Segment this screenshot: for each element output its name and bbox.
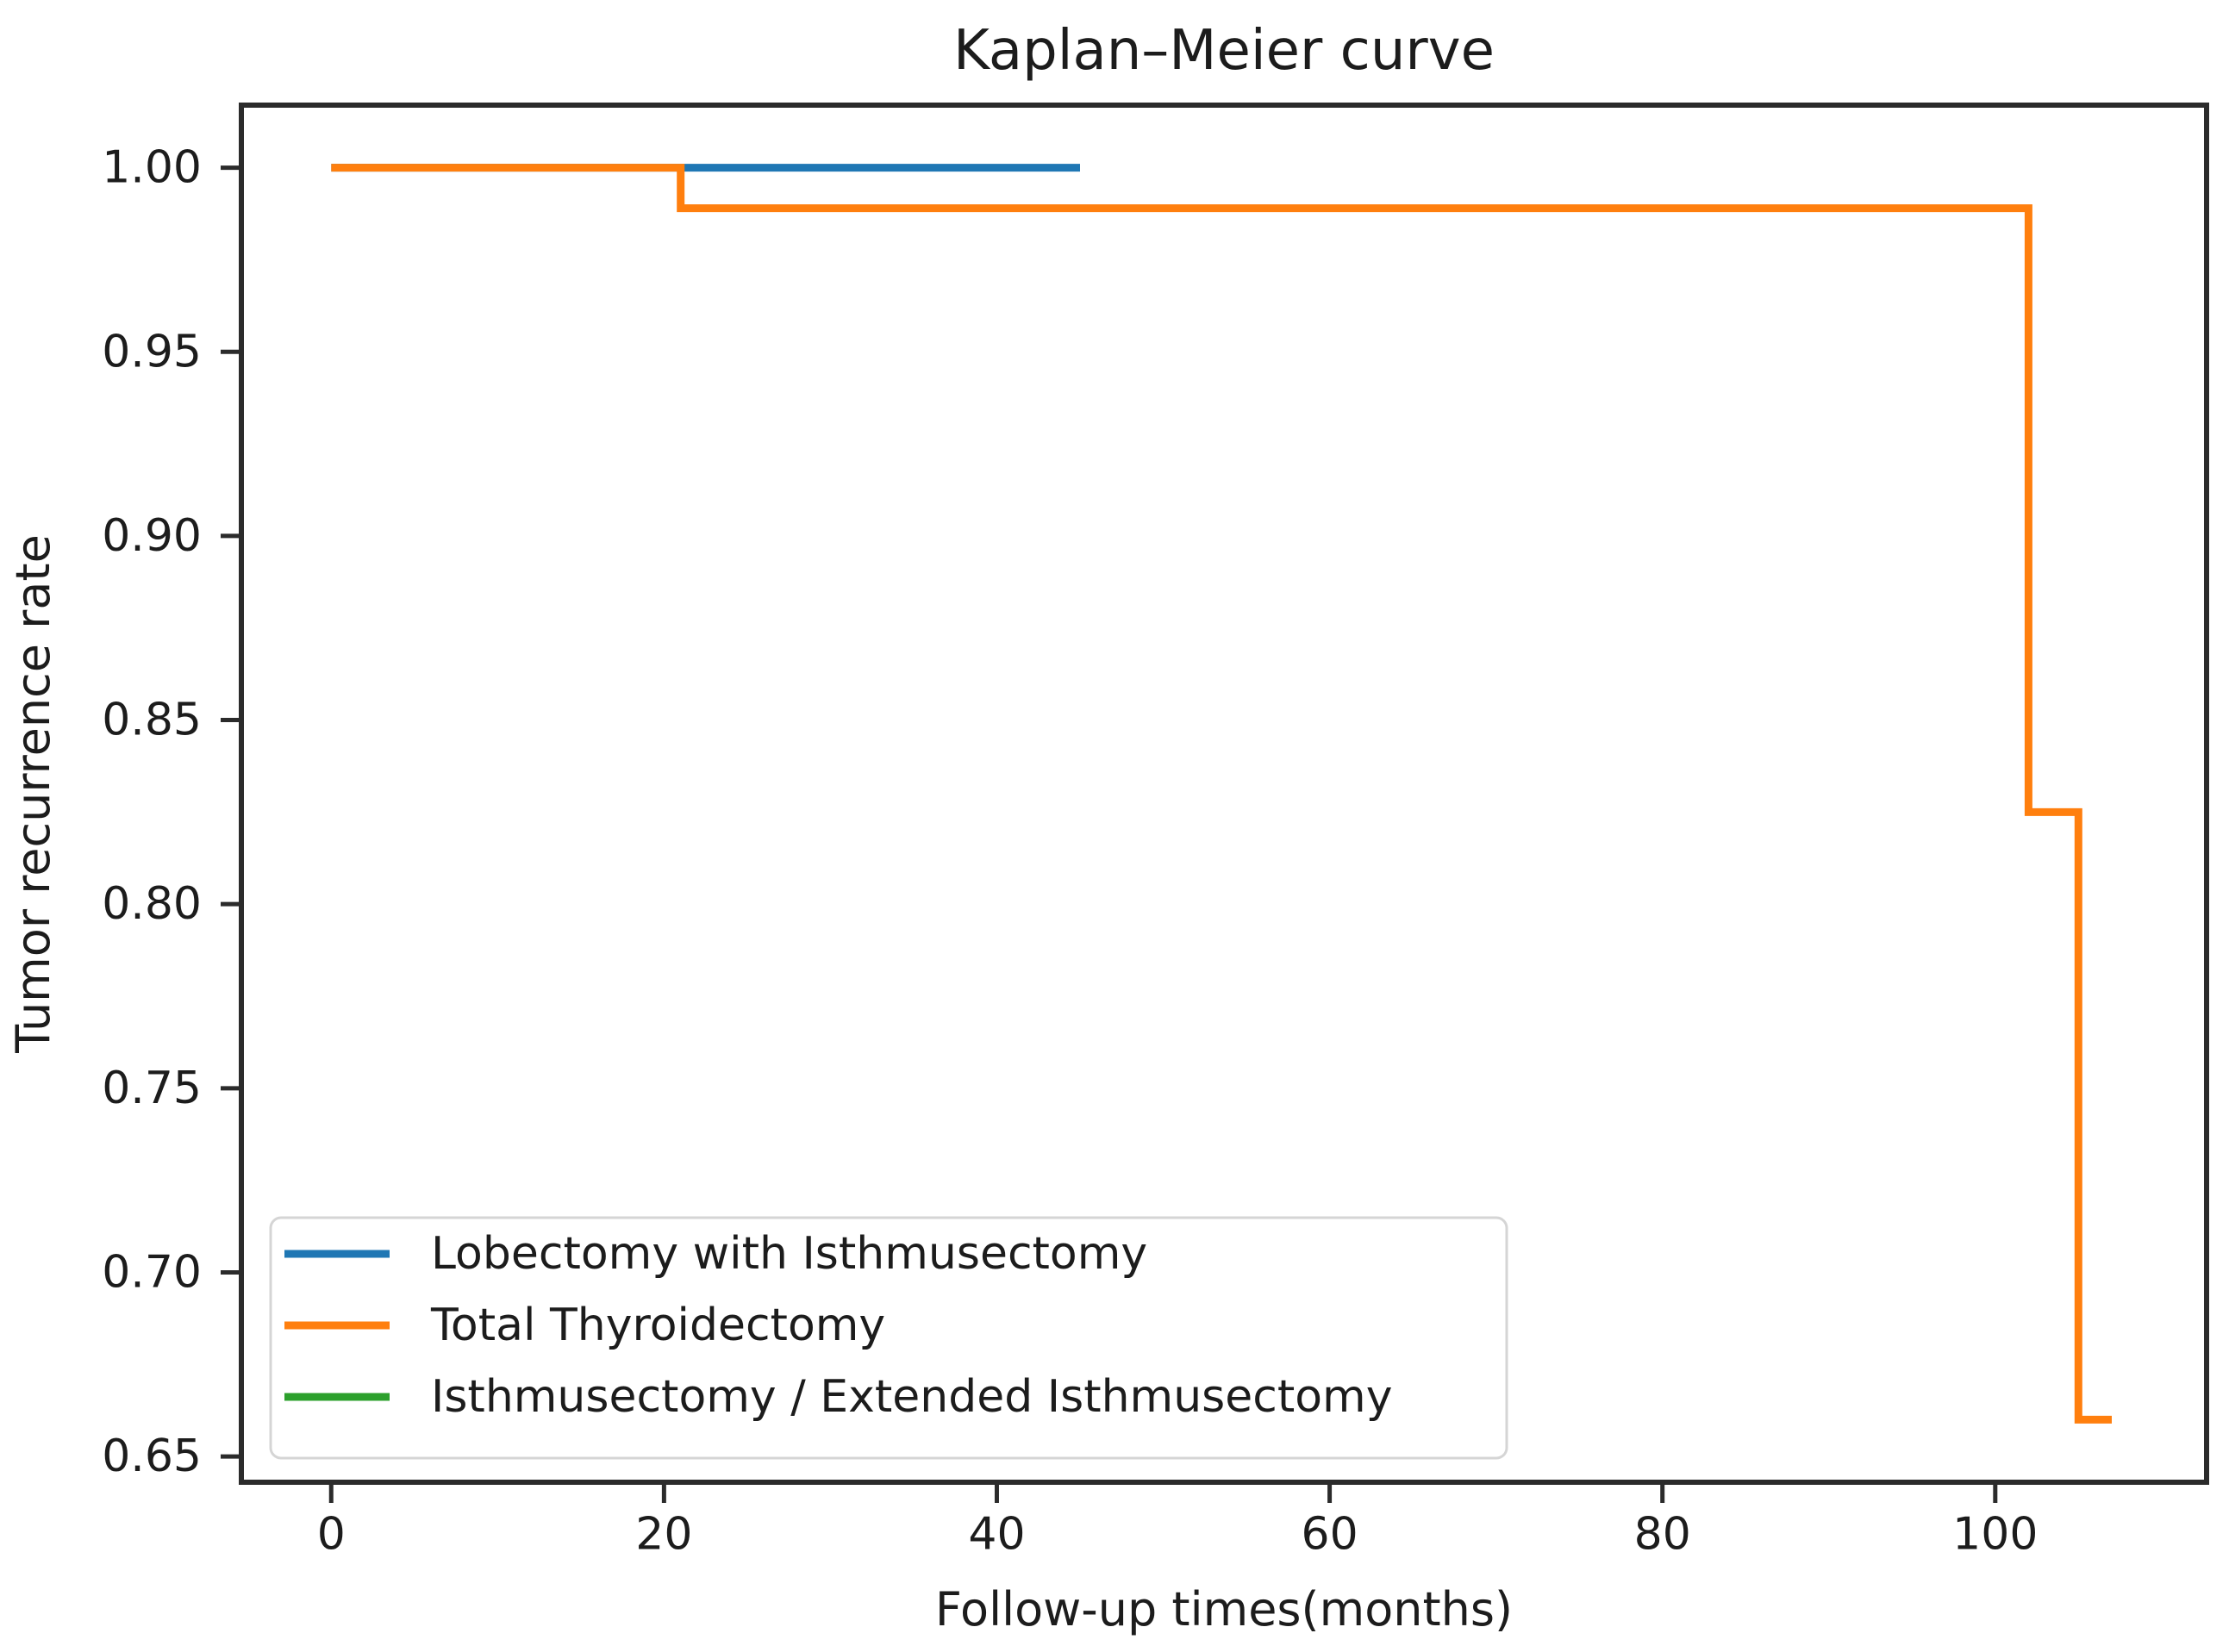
y-tick-label: 0.65: [102, 1431, 202, 1482]
x-tick-label: 80: [1634, 1509, 1691, 1561]
y-tick-label: 0.75: [102, 1063, 202, 1114]
x-tick-label: 0: [317, 1509, 346, 1561]
legend-item: Lobectomy with Isthmusectomy: [284, 1228, 1147, 1280]
x-axis-label: Follow-up times(months): [935, 1582, 1513, 1636]
x-tick-label: 20: [635, 1509, 692, 1561]
x-tick-label: 60: [1302, 1509, 1358, 1561]
y-tick-label: 0.90: [102, 510, 202, 562]
chart-title: Kaplan–Meier curve: [953, 19, 1495, 83]
legend-item-label: Total Thyroidectomy: [430, 1300, 885, 1351]
y-tick-label: 0.95: [102, 326, 202, 377]
legend-layer: Lobectomy with Isthmusectomy Total Thyroi…: [269, 1216, 1508, 1460]
legend-item-label: Isthmusectomy / Extended Isthmusectomy: [431, 1371, 1392, 1423]
legend-item: Isthmusectomy / Extended Isthmusectomy: [284, 1371, 1392, 1423]
y-tick-label: 0.85: [102, 695, 202, 746]
y-tick-label: 1.00: [102, 142, 202, 194]
y-tick-label: 0.70: [102, 1246, 202, 1298]
x-tick-label: 100: [1952, 1509, 2038, 1561]
y-tick-label: 0.80: [102, 878, 202, 930]
x-tick-label: 40: [968, 1509, 1025, 1561]
legend-item: Total Thyroidectomy: [284, 1300, 885, 1351]
axes-layer: 0 20 40 60 80 100 1.00 0.95 0.90 0.85 0.80 0.75 0.70…: [102, 103, 2209, 1561]
series-layer: [331, 164, 2112, 1424]
series-line-total-thyroidectomy: [331, 164, 2112, 1424]
legend-item-label: Lobectomy with Isthmusectomy: [431, 1228, 1147, 1280]
plot-box-spines: [239, 103, 2209, 1485]
y-axis-label: Tumor recurrence rate: [6, 534, 60, 1054]
legend-box: [269, 1216, 1508, 1460]
